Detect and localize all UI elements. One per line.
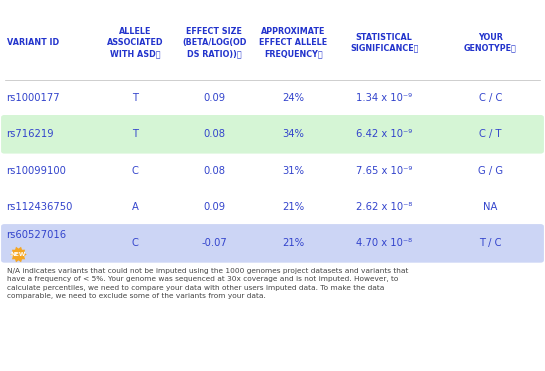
Text: A: A <box>132 202 138 212</box>
Text: rs60527016: rs60527016 <box>7 230 66 240</box>
Text: N/A indicates variants that could not be imputed using the 1000 genomes project : N/A indicates variants that could not be… <box>7 268 408 299</box>
Text: NA: NA <box>483 202 498 212</box>
Text: rs716219: rs716219 <box>7 129 54 139</box>
Text: ALLELE
ASSOCIATED
WITH ASDⓘ: ALLELE ASSOCIATED WITH ASDⓘ <box>107 27 164 58</box>
Text: 24%: 24% <box>282 93 304 103</box>
Text: 0.09: 0.09 <box>203 93 225 103</box>
Text: rs112436750: rs112436750 <box>7 202 73 212</box>
Text: C: C <box>132 239 138 248</box>
FancyBboxPatch shape <box>1 224 544 263</box>
Text: G / G: G / G <box>478 166 503 175</box>
Text: 4.70 x 10⁻⁸: 4.70 x 10⁻⁸ <box>356 239 412 248</box>
Text: 6.42 x 10⁻⁹: 6.42 x 10⁻⁹ <box>356 129 413 139</box>
Text: APPROXIMATE
EFFECT ALLELE
FREQUENCYⓘ: APPROXIMATE EFFECT ALLELE FREQUENCYⓘ <box>259 27 328 58</box>
FancyBboxPatch shape <box>1 115 544 154</box>
Text: 21%: 21% <box>282 202 304 212</box>
Text: C: C <box>132 166 138 175</box>
Text: rs10099100: rs10099100 <box>7 166 66 175</box>
Text: -0.07: -0.07 <box>201 239 227 248</box>
Text: EFFECT SIZE
(BETA/LOG(OD
DS RATIO))ⓘ: EFFECT SIZE (BETA/LOG(OD DS RATIO))ⓘ <box>182 27 246 58</box>
Text: C / T: C / T <box>479 129 502 139</box>
Text: C / C: C / C <box>479 93 502 103</box>
Text: NEW: NEW <box>11 252 26 257</box>
Polygon shape <box>10 247 27 262</box>
Text: T: T <box>132 93 138 103</box>
Text: 0.09: 0.09 <box>203 202 225 212</box>
Text: 0.08: 0.08 <box>203 166 225 175</box>
Text: 31%: 31% <box>282 166 304 175</box>
Text: 0.08: 0.08 <box>203 129 225 139</box>
Text: 34%: 34% <box>282 129 304 139</box>
Text: STATISTICAL
SIGNIFICANCEⓘ: STATISTICAL SIGNIFICANCEⓘ <box>350 33 419 53</box>
Text: T: T <box>132 129 138 139</box>
Text: T / C: T / C <box>479 239 502 248</box>
Text: VARIANT ID: VARIANT ID <box>7 38 59 47</box>
Text: rs1000177: rs1000177 <box>7 93 60 103</box>
Text: 1.34 x 10⁻⁹: 1.34 x 10⁻⁹ <box>356 93 412 103</box>
Text: 7.65 x 10⁻⁹: 7.65 x 10⁻⁹ <box>356 166 413 175</box>
Text: YOUR
GENOTYPEⓘ: YOUR GENOTYPEⓘ <box>464 33 517 53</box>
Text: 21%: 21% <box>282 239 304 248</box>
Text: 2.62 x 10⁻⁸: 2.62 x 10⁻⁸ <box>356 202 413 212</box>
